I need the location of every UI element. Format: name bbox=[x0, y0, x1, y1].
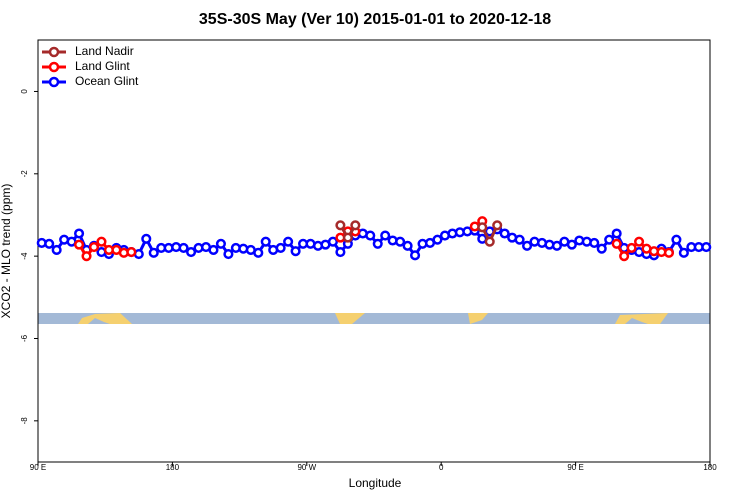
legend-label: Land Nadir bbox=[75, 44, 134, 58]
data-point bbox=[395, 236, 406, 247]
data-point bbox=[492, 220, 503, 231]
data-point bbox=[611, 228, 622, 239]
data-point bbox=[81, 251, 92, 262]
x-tick-label: 0 bbox=[439, 463, 444, 472]
x-tick-label: 90 W bbox=[297, 463, 316, 472]
data-point bbox=[186, 246, 197, 258]
data-point bbox=[701, 242, 712, 253]
data-point bbox=[634, 236, 645, 247]
data-point bbox=[290, 246, 301, 257]
data-point bbox=[342, 232, 353, 243]
data-point bbox=[499, 228, 510, 239]
legend-marker bbox=[48, 61, 60, 73]
y-tick-label: -6 bbox=[20, 334, 29, 342]
data-point bbox=[74, 228, 85, 239]
data-point bbox=[178, 242, 189, 253]
data-point bbox=[44, 238, 55, 249]
y-axis-label: XCO2 - MLO trend (ppm) bbox=[0, 184, 13, 319]
map-strip bbox=[38, 313, 710, 324]
data-point bbox=[380, 230, 391, 241]
data-point bbox=[253, 247, 264, 258]
data-point bbox=[514, 234, 525, 245]
data-point bbox=[551, 240, 562, 251]
data-point bbox=[604, 234, 615, 245]
data-point bbox=[260, 236, 271, 247]
data-point bbox=[335, 246, 346, 258]
x-axis-label: Longitude bbox=[349, 476, 402, 490]
legend-marker bbox=[48, 76, 60, 88]
data-point bbox=[402, 240, 413, 251]
data-point bbox=[365, 230, 376, 241]
data-point bbox=[283, 236, 294, 247]
legend-label: Land Glint bbox=[75, 59, 130, 73]
data-point bbox=[372, 238, 383, 249]
data-point bbox=[432, 234, 443, 245]
plot-frame bbox=[37, 39, 711, 463]
data-point bbox=[275, 242, 286, 253]
y-tick-label: -4 bbox=[20, 252, 29, 260]
chart-title: 35S-30S May (Ver 10) 2015-01-01 to 2020-… bbox=[199, 11, 551, 28]
y-tick-label: -8 bbox=[20, 417, 29, 425]
x-tick-label: 180 bbox=[166, 463, 180, 472]
data-point bbox=[74, 239, 85, 250]
data-point bbox=[410, 250, 421, 261]
data-point bbox=[141, 233, 152, 244]
data-point bbox=[148, 247, 159, 258]
legend-label: Ocean Glint bbox=[75, 74, 139, 88]
y-tick-label: -2 bbox=[20, 170, 29, 178]
data-point bbox=[335, 220, 346, 231]
data-point bbox=[477, 222, 488, 233]
data-point bbox=[596, 243, 607, 254]
data-point bbox=[522, 240, 533, 251]
data-point bbox=[126, 246, 137, 258]
data-point bbox=[215, 238, 226, 249]
data-point bbox=[678, 247, 689, 258]
data-point bbox=[88, 242, 100, 253]
data-point bbox=[96, 236, 107, 247]
data-point bbox=[589, 237, 600, 249]
data-point bbox=[626, 242, 637, 253]
data-point bbox=[350, 220, 361, 231]
data-point bbox=[663, 247, 674, 258]
data-point bbox=[327, 236, 338, 247]
legend-marker bbox=[48, 46, 60, 58]
data-point bbox=[223, 249, 234, 260]
y-tick-label: 0 bbox=[20, 89, 29, 94]
data-point bbox=[611, 238, 622, 249]
x-tick-label: 90 E bbox=[567, 463, 583, 472]
data-point bbox=[51, 244, 62, 256]
data-point bbox=[208, 244, 219, 256]
x-tick-label: 90 E bbox=[30, 463, 46, 472]
data-point bbox=[671, 234, 682, 245]
data-point bbox=[566, 239, 577, 250]
data-point bbox=[619, 251, 630, 262]
data-point bbox=[484, 236, 495, 247]
x-tick-label: 180 bbox=[703, 463, 717, 472]
